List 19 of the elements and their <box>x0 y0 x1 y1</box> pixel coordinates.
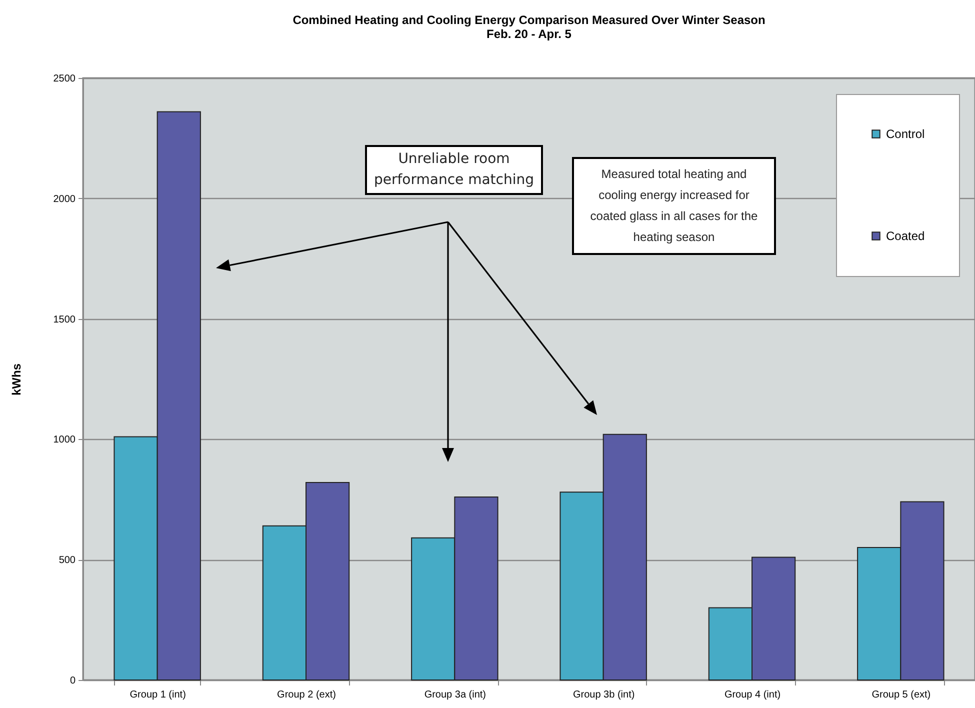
x-tick-label: Group 5 (ext) <box>872 690 931 700</box>
legend-label: Coated <box>886 229 925 243</box>
legend-label: Control <box>886 127 925 141</box>
annotation: Unreliable room performance matching <box>365 145 543 195</box>
y-tick-label: 1500 <box>53 314 76 326</box>
y-axis-title: kWhs <box>9 363 24 396</box>
chart-title: Combined Heating and Cooling Energy Comparison Measured Over Winter Season <box>292 13 766 27</box>
chart-subtitle: Feb. 20 - Apr. 5 <box>486 27 572 41</box>
x-tick-label: Group 4 (int) <box>724 690 781 700</box>
y-tick-label: 1000 <box>53 434 76 446</box>
x-tick-label: Group 1 (int) <box>130 690 186 700</box>
x-tick-label: Group 3a (int) <box>424 690 486 700</box>
x-tick-label: Group 3b (int) <box>572 690 635 700</box>
y-tick-label: 500 <box>58 555 76 566</box>
annotation: Measured total heating and cooling energy increased for coated glass in all cases for the heating season <box>572 157 776 255</box>
y-tick-label: 2500 <box>53 74 76 84</box>
y-tick-label: 2000 <box>53 194 76 205</box>
y-tick-label: 0 <box>70 676 76 686</box>
x-tick-label: Group 2 (ext) <box>277 690 336 700</box>
